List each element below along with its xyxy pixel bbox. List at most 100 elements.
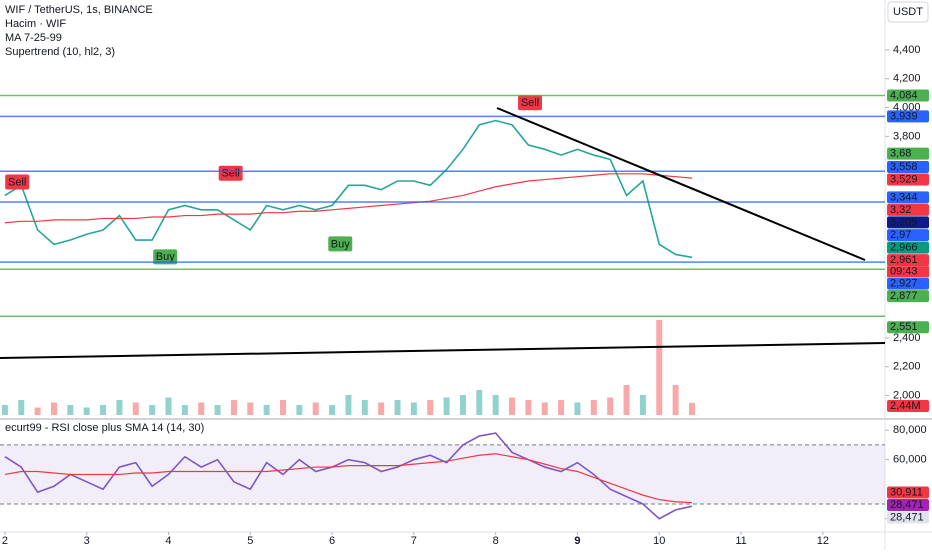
price-badge-label: 28,471	[890, 511, 924, 523]
price-badge	[887, 499, 929, 512]
x-tick-label: 7	[411, 535, 417, 547]
volume-bar	[509, 397, 516, 415]
volume-bar	[230, 400, 237, 415]
price-badge-label: 3,205	[890, 216, 918, 228]
price-badge-label: 3,529	[890, 173, 918, 185]
signal-label: Buy	[156, 251, 175, 263]
volume-bar	[443, 397, 450, 415]
x-tick-label: 11	[735, 535, 746, 547]
price-badge-label: 2,877	[890, 290, 918, 302]
volume-bar	[214, 405, 221, 415]
x-tick-label: 10	[653, 535, 665, 547]
price-badge-label: 2,961	[890, 254, 918, 266]
volume-bar	[67, 405, 74, 415]
indicator: Hacim · WIF	[5, 18, 66, 30]
price-badge-label: 30,911	[890, 486, 923, 498]
price-badge	[887, 203, 929, 216]
signal-badge	[518, 95, 543, 111]
currency-box[interactable]	[887, 1, 929, 23]
price-badge	[887, 110, 929, 123]
ma-line	[4, 173, 693, 224]
volume-bar	[492, 395, 499, 415]
y-tick-label: 80,000	[893, 424, 927, 436]
volume-bar	[263, 405, 270, 415]
signal-badge	[218, 165, 243, 181]
price-badge	[887, 173, 929, 186]
volume-bar	[296, 405, 303, 415]
countdown-badge	[887, 266, 929, 278]
price-badge	[887, 161, 929, 174]
y-tick-label: 2,000	[893, 389, 921, 401]
y-tick-label: 2,400	[893, 332, 921, 344]
price-badge	[887, 486, 929, 499]
volume-badge-label: 2,44M	[890, 400, 921, 412]
volume-bar	[18, 400, 25, 415]
y-tick-label: 60,000	[893, 454, 927, 466]
price-badge-label: 3,558	[890, 161, 918, 173]
price-badge	[887, 254, 929, 267]
price-badge	[887, 290, 929, 303]
price-badge	[887, 277, 929, 290]
volume-bar	[361, 400, 368, 415]
volume-bar	[459, 395, 466, 415]
volume-bar	[345, 395, 352, 415]
symbol-title: WIF / TetherUS, 1s, BINANCE	[5, 4, 153, 16]
x-tick-label: 8	[493, 535, 499, 547]
volume-bar	[688, 402, 695, 415]
trendline	[0, 342, 886, 359]
price-badge	[887, 241, 929, 254]
volume-bar	[1, 405, 8, 415]
price-badge-label: 2,551	[890, 321, 918, 333]
price-badge-label: 28,471	[890, 499, 924, 511]
rsi-title: ecurt99 - RSI close plus SMA 14 (14, 30)	[5, 422, 204, 434]
signal-label: Sell	[8, 176, 26, 188]
x-tick-label: 3	[84, 535, 90, 547]
volume-bar	[541, 402, 548, 415]
volume-bar	[247, 402, 254, 415]
volume-bar	[280, 400, 287, 415]
volume-bar	[312, 402, 319, 415]
price-line	[4, 432, 693, 520]
volume-bar	[378, 402, 385, 415]
volume-bar	[34, 407, 41, 415]
volume-bar	[50, 402, 57, 415]
y-tick-label: 2,200	[893, 361, 921, 373]
signal-label: Sell	[521, 97, 539, 109]
price-badge-label: 2,927	[890, 278, 918, 290]
indicator: Supertrend (10, hl2, 3)	[5, 46, 115, 58]
signal-badge	[153, 249, 178, 265]
volume-badge	[887, 400, 929, 412]
volume-bar	[149, 405, 156, 415]
price-badge-label: 2,97	[890, 229, 911, 241]
signal-badge	[328, 236, 353, 252]
volume-bar	[181, 405, 188, 415]
x-tick-label: 4	[165, 535, 171, 547]
volume-bar	[198, 402, 205, 415]
price-badge	[887, 511, 929, 524]
x-tick-label: 6	[329, 535, 335, 547]
price-badge	[887, 89, 929, 102]
volume-bar	[558, 400, 565, 415]
y-tick-label: 4,200	[893, 73, 921, 85]
volume-bar	[116, 400, 123, 415]
currency: USDT	[893, 6, 923, 18]
x-tick-label: 5	[247, 535, 253, 547]
volume-bar	[623, 385, 630, 415]
signal-label: Buy	[331, 238, 350, 250]
price-badge-label: 3,939	[890, 110, 918, 122]
volume-bar	[83, 407, 90, 415]
x-tick-label: 9	[574, 535, 580, 547]
x-tick-label: 2	[2, 535, 8, 547]
trendline	[496, 107, 866, 261]
price-badge	[887, 321, 929, 334]
signal-badge	[5, 174, 30, 190]
volume-bar	[427, 400, 434, 415]
y-tick-label: 3,800	[893, 130, 921, 142]
volume-bar	[639, 395, 646, 415]
price-line	[4, 119, 693, 259]
x-tick-label: 12	[817, 535, 829, 547]
volume-bar	[132, 402, 139, 415]
